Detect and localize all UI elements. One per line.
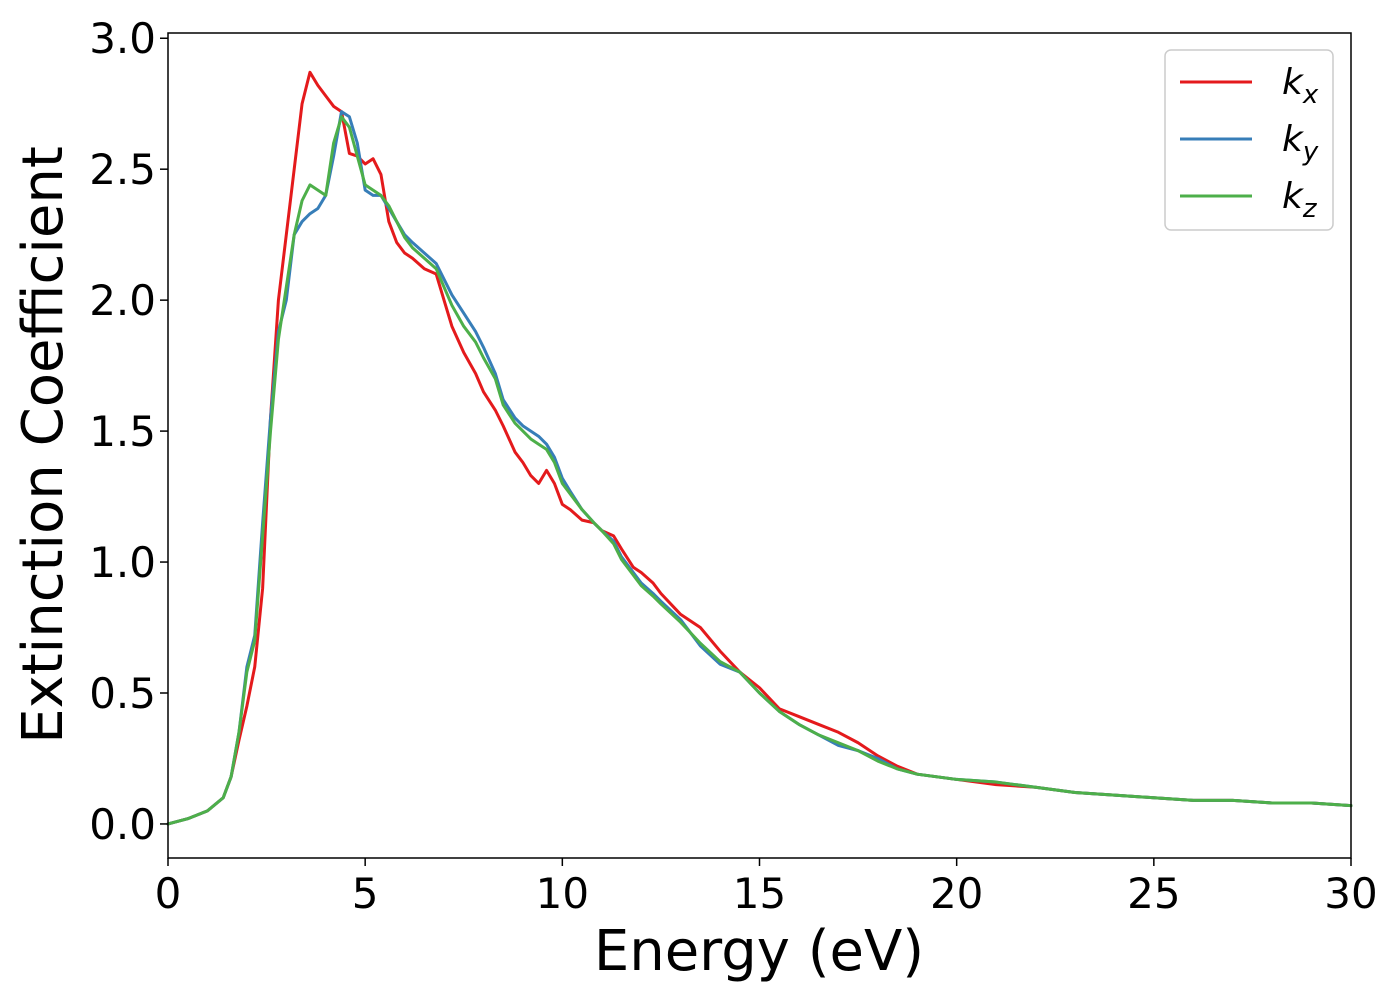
y-tick-label: 0.0: [89, 800, 156, 849]
x-tick-label: 5: [352, 869, 379, 918]
x-tick-label: 10: [536, 869, 589, 918]
y-axis-label: Extinction Coefficient: [11, 146, 76, 744]
y-axis-ticks: 0.0 0.5 1.0 1.5 2.0 2.5 3.0: [89, 14, 168, 849]
series-line-kx: [166, 70, 1353, 826]
series-line-kz: [166, 115, 1353, 826]
x-axis-label: Energy (eV): [594, 919, 924, 984]
legend-subscript: y: [1302, 137, 1319, 167]
y-tick-label: 1.0: [89, 538, 156, 587]
y-tick-label: 1.5: [89, 407, 156, 456]
y-tick-label: 0.5: [89, 669, 156, 718]
series-layer: [166, 70, 1353, 826]
y-tick-label: 3.0: [89, 14, 156, 63]
legend-subscript: z: [1302, 194, 1318, 224]
x-axis-ticks: 0 5 10 15 20 25 30: [155, 858, 1378, 918]
x-tick-label: 0: [155, 869, 182, 918]
y-tick-label: 2.0: [89, 276, 156, 325]
x-tick-label: 20: [930, 869, 983, 918]
x-tick-label: 15: [733, 869, 786, 918]
x-tick-label: 30: [1324, 869, 1377, 918]
legend-subscript: x: [1302, 80, 1319, 110]
x-tick-label: 25: [1127, 869, 1180, 918]
legend-label-kz: kz: [1282, 176, 1318, 224]
y-tick-label: 2.5: [89, 145, 156, 194]
